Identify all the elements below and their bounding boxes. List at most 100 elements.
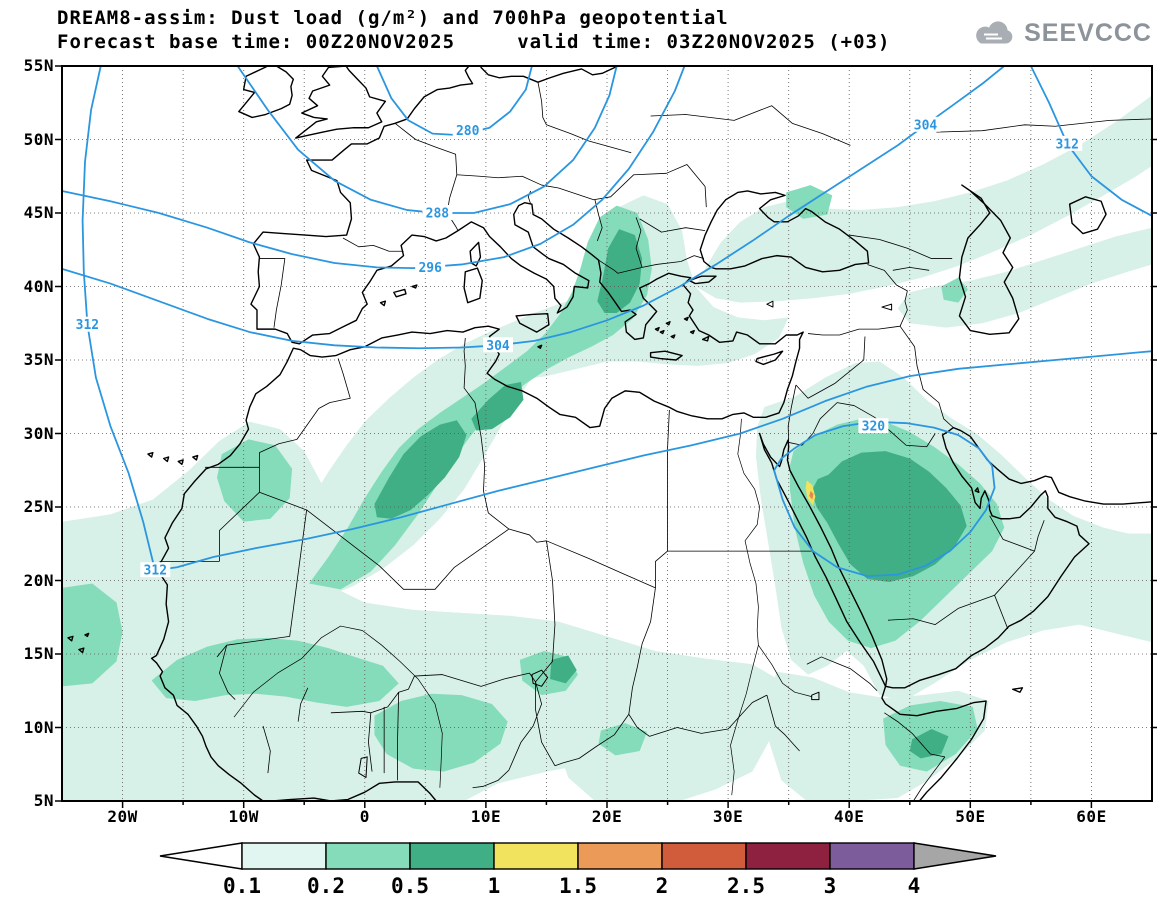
colorbar-label-2.5: 2.5 — [727, 874, 765, 898]
lon-label-60e: 60E — [1076, 807, 1107, 826]
contour-320-loop — [774, 422, 994, 576]
coast-europe-africa — [152, 66, 804, 801]
contour-value-labels: 280 288 296 304 312 312 304 312 320 — [72, 116, 1083, 579]
contour-label-312-west: 312 — [72, 316, 103, 333]
chart-title-block: DREAM8-assim: Dust load (g/m²) and 700hP… — [57, 6, 890, 54]
contour-304 — [62, 66, 1004, 348]
axis-ticks — [55, 65, 1157, 808]
lon-label-30e: 30E — [712, 807, 744, 826]
lon-label-20w: 20W — [107, 807, 138, 826]
contour-label-280: 280 — [452, 122, 483, 139]
colorbar-label-3: 3 — [823, 874, 837, 898]
svg-text:280: 280 — [456, 124, 480, 139]
lat-label-30n: 30N — [23, 423, 54, 443]
colorbar-left-arrow — [159, 842, 243, 870]
dust-med-algeria-balkans — [309, 205, 652, 590]
contour-312-east — [1031, 66, 1152, 216]
coast-baltic — [481, 66, 618, 82]
colorbar-label-0.5: 0.5 — [391, 874, 429, 898]
coastlines — [68, 66, 1152, 801]
dust-dark-saudi — [811, 451, 967, 582]
contour-label-288: 288 — [422, 205, 453, 222]
lat-label-5n: 5N — [33, 791, 54, 810]
graticule — [62, 66, 1152, 801]
coast-aral — [1070, 197, 1106, 234]
dust-dark-bodele — [550, 655, 577, 684]
lon-label-0: 0 — [359, 807, 370, 826]
contour-label-312-northeast: 312 — [1052, 135, 1083, 152]
colorbar-seg-2.5-3 — [745, 842, 831, 870]
lon-label-40e: 40E — [833, 807, 865, 826]
borders-mideast — [788, 235, 1044, 629]
contour-label-304: 304 — [483, 337, 513, 354]
lat-label-10n: 10N — [23, 717, 54, 737]
svg-text:304: 304 — [914, 118, 938, 133]
contour-label-296: 296 — [415, 259, 446, 276]
colorbar-right-arrow — [913, 842, 997, 870]
colorbar-seg-1-1.5 — [493, 842, 579, 870]
svg-text:304: 304 — [486, 339, 510, 354]
seevccc-logo: SEEVCCC — [969, 18, 1152, 48]
lat-label-40n: 40N — [23, 276, 54, 296]
colorbar-seg-0.5-1 — [409, 842, 495, 870]
contour-label-320: 320 — [858, 418, 889, 435]
dust-light-iran — [897, 227, 1152, 328]
colorbar-label-0.1: 0.1 — [223, 874, 261, 898]
dust-dark-algeria — [374, 420, 467, 519]
svg-text:312: 312 — [76, 318, 99, 333]
svg-text:312: 312 — [144, 564, 167, 579]
lat-label-15n: 15N — [23, 644, 54, 663]
dust-med-wsahara — [217, 439, 293, 522]
svg-text:320: 320 — [862, 420, 886, 435]
lat-label-35n: 35N — [23, 350, 54, 369]
chart-title: DREAM8-assim: Dust load (g/m²) and 700hP… — [57, 7, 729, 29]
dust-med-atlantic — [62, 583, 123, 687]
coast-ireland — [239, 66, 293, 117]
contour-label-312-south: 312 — [140, 562, 171, 579]
dust-dark-tunisia — [471, 382, 524, 431]
coast-marmara — [689, 276, 716, 283]
lat-label-50n: 50N — [23, 129, 54, 149]
contour-288 — [238, 66, 617, 213]
lat-label-25n: 25N — [23, 497, 54, 516]
lat-label-20n: 20N — [23, 570, 54, 590]
river-niger — [234, 626, 442, 788]
dust-med-nigeria — [374, 693, 508, 772]
coast-britain — [296, 66, 386, 138]
river-nile — [731, 419, 812, 795]
colorbar-label-0.2: 0.2 — [307, 874, 345, 898]
forecast-map: 280 288 296 304 312 312 304 312 320 — [62, 66, 1152, 801]
borders-africa — [159, 338, 944, 801]
dust-light-anatolia-caspian — [695, 95, 1152, 303]
colorbar-label-1.5: 1.5 — [559, 874, 597, 898]
colorbar-seg-0.1-0.2 — [241, 842, 327, 870]
contour-312-west — [83, 66, 1152, 570]
coast-caspian — [959, 185, 1018, 334]
colorbar — [159, 842, 997, 870]
coast-arabia-gulf — [886, 428, 1152, 688]
svg-text:312: 312 — [1055, 137, 1078, 152]
colorbar-seg-2-2.5 — [661, 842, 747, 870]
seevccc-logo-text: SEEVCCC — [1024, 18, 1152, 47]
dust-dark-somalia — [909, 728, 949, 759]
svg-text:288: 288 — [426, 207, 450, 222]
dust-med-sahel — [151, 637, 399, 707]
contour-label-304-northeast: 304 — [910, 116, 941, 133]
svg-text:296: 296 — [418, 261, 442, 276]
dust-med-sudan — [598, 723, 647, 756]
colorbar-seg-3-4 — [829, 842, 915, 870]
rivers — [234, 419, 812, 795]
lat-label-45n: 45N — [23, 203, 54, 222]
lon-label-50e: 50E — [955, 807, 986, 826]
lon-label-10e: 10E — [470, 807, 502, 826]
colorbar-label-2: 2 — [655, 874, 669, 898]
lon-label-20e: 20E — [591, 807, 623, 826]
lat-label-55n: 55N — [23, 56, 54, 75]
colorbar-seg-1.5-2 — [577, 842, 663, 870]
coast-somalia — [882, 686, 986, 801]
dust-orange-redsea — [809, 490, 814, 500]
chart-subtitle: Forecast base time: 00Z20NOV2025 valid t… — [57, 31, 891, 53]
coast-black-sea — [700, 191, 868, 272]
dust-layer-dark — [374, 229, 967, 759]
